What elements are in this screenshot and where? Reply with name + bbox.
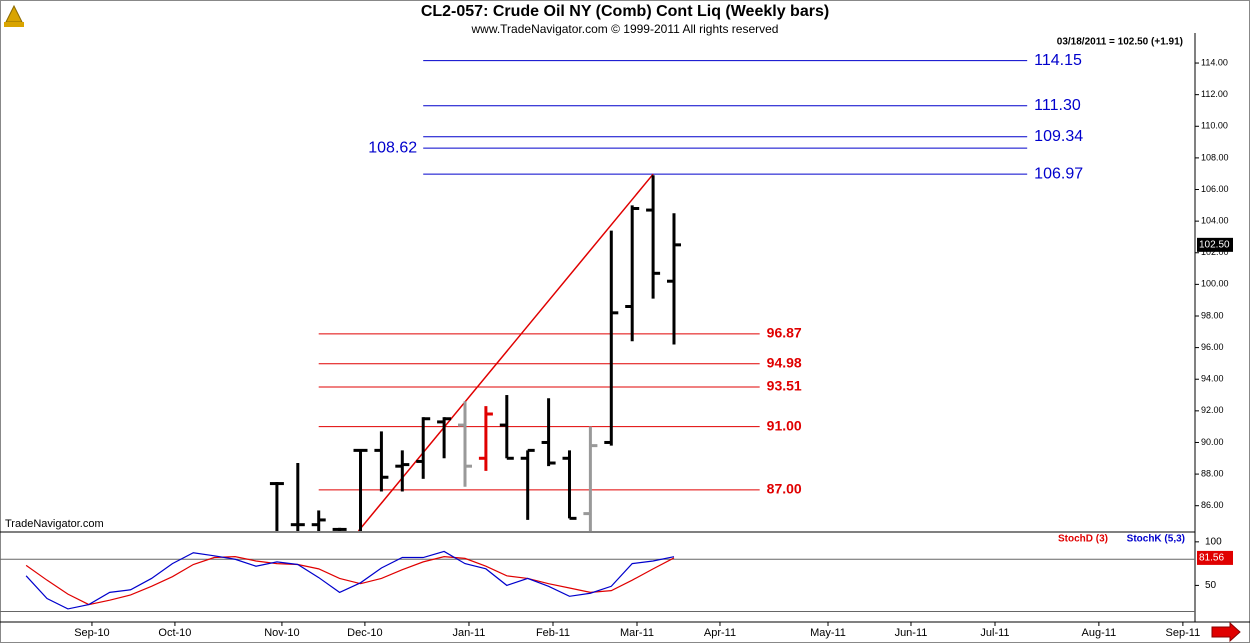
level-label: 109.34 (1034, 128, 1083, 145)
y-tick-label: 108.00 (1201, 152, 1229, 162)
price-panel (269, 60, 1028, 531)
last-value-box (1197, 550, 1233, 565)
x-tick-label: Dec-10 (347, 627, 382, 639)
y-tick-label: 110.00 (1201, 121, 1228, 131)
y-tick-label: 92.00 (1201, 405, 1224, 415)
y-tick-label: 114.00 (1201, 57, 1228, 67)
x-tick-label: Jan-11 (453, 627, 486, 639)
quote: 03/18/2011 = 102.50 (+1.91) (1057, 37, 1183, 48)
level-label: 94.98 (767, 354, 802, 370)
x-tick-label: Feb-11 (536, 627, 570, 639)
x-tick-label: Oct-10 (158, 627, 191, 639)
x-tick-label: Apr-11 (704, 627, 736, 639)
x-tick-label: Nov-10 (264, 627, 299, 639)
chart-title: CL2-057: Crude Oil NY (Comb) Cont Liq (W… (421, 3, 829, 20)
y-tick-label: 104.00 (1201, 216, 1229, 226)
level-label: 108.62 (368, 139, 417, 156)
legend-entry: StochD (3) (1058, 534, 1108, 545)
indicator-panel (0, 550, 1195, 613)
x-tick-label: Mar-11 (620, 627, 654, 639)
x-tick-label: Sep-11 (1166, 627, 1201, 639)
x-tick-label: May-11 (810, 627, 846, 639)
y-tick-label: 102.00 (1201, 247, 1229, 257)
level-label: 114.15 (1034, 52, 1082, 69)
x-tick-label: Jul-11 (980, 627, 1009, 639)
y-tick-label: 88.00 (1201, 468, 1224, 478)
y-tick-label: 98.00 (1201, 310, 1224, 320)
trendline (357, 173, 654, 531)
y2-tick-label: 100 (1205, 536, 1222, 547)
logo (4, 4, 24, 27)
watermark: TradeNavigator.com (5, 518, 104, 530)
level-label: 93.51 (767, 378, 802, 394)
level-label: 87.00 (767, 481, 802, 497)
indicator-line (25, 556, 675, 606)
y-tick-label: 112.00 (1201, 89, 1228, 99)
y2-tick-label: 50 (1205, 580, 1217, 591)
level-label: 96.87 (767, 325, 802, 341)
indicator-line (25, 550, 675, 610)
y-tick-label: 106.00 (1201, 184, 1229, 194)
y-tick-label: 94.00 (1201, 374, 1224, 384)
level-label: 91.00 (767, 417, 802, 433)
last-price-label: 102.50 (1199, 239, 1230, 250)
y-tick-label: 86.00 (1201, 500, 1224, 510)
y-tick-label: 90.00 (1201, 437, 1224, 447)
x-tick-label: Jun-11 (895, 627, 928, 639)
level-label: 111.30 (1034, 97, 1081, 114)
scroll-arrow[interactable] (1211, 621, 1241, 643)
y-tick-label: 100.00 (1201, 279, 1229, 289)
last-price-box (1197, 237, 1233, 252)
legend-entry: StochK (5,3) (1127, 534, 1185, 545)
y-tick-label: 96.00 (1201, 342, 1224, 352)
level-label: 106.97 (1034, 165, 1083, 182)
last-value-label: 81.56 (1199, 553, 1224, 564)
subtitle: www.TradeNavigator.com © 1999-2011 All r… (471, 22, 779, 36)
x-tick-label: Sep-10 (74, 627, 109, 639)
x-tick-label: Aug-11 (1082, 627, 1117, 639)
